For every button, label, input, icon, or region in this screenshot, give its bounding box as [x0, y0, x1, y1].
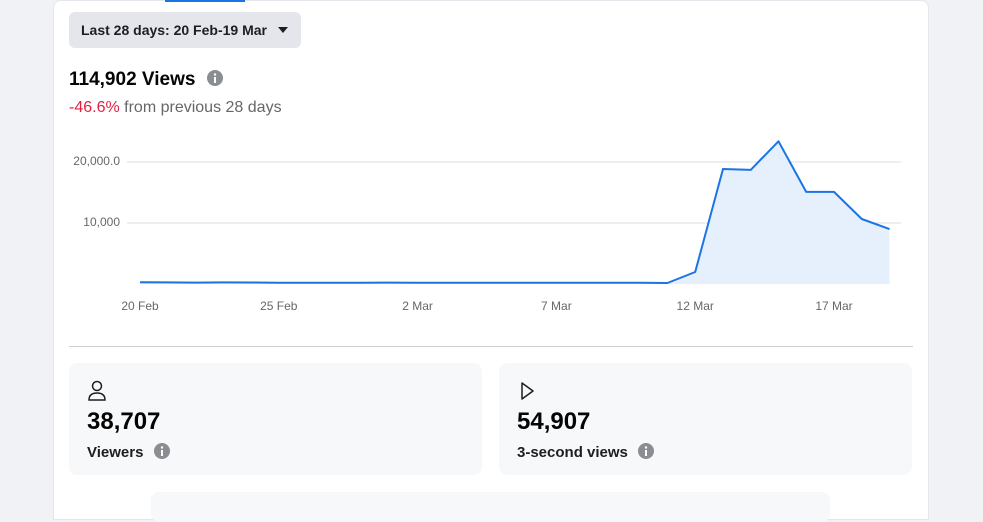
x-tick-label: 20 Feb: [121, 299, 159, 313]
x-tick-label: 7 Mar: [541, 299, 572, 313]
y-tick-label: 20,000.0: [73, 154, 120, 168]
stat-value: 38,707: [87, 408, 161, 435]
views-chart: 10,000 20,000.0 20 Feb 25 Feb 2 Mar 7 Mar 12 M…: [73, 140, 901, 313]
date-range-label: Last 28 days: 20 Feb-19 Mar: [81, 22, 267, 38]
stat-label-row: Viewers: [87, 443, 170, 461]
info-icon[interactable]: [638, 443, 655, 459]
y-tick-label: 10,000: [83, 215, 120, 229]
change-comparison: from previous 28 days: [124, 99, 282, 116]
stat-label-row: 3-second views: [517, 443, 655, 461]
x-tick-label: 12 Mar: [677, 299, 714, 313]
x-tick-label: 2 Mar: [402, 299, 433, 313]
line: [139, 140, 890, 284]
stat-value: 54,907: [517, 408, 591, 435]
total-views-text: 114,902 Views: [69, 69, 196, 90]
divider: [69, 346, 913, 347]
info-icon[interactable]: [153, 443, 170, 459]
change-row: -46.6% from previous 28 days: [69, 99, 282, 117]
next-card: [151, 492, 830, 522]
area-fill: [140, 141, 890, 284]
three-second-views-card: 54,907 3-second views: [499, 363, 912, 475]
info-icon[interactable]: [206, 70, 223, 86]
x-tick-label: 25 Feb: [260, 299, 298, 313]
viewers-card: 38,707 Viewers: [69, 363, 482, 475]
date-range-button[interactable]: Last 28 days: 20 Feb-19 Mar: [69, 12, 301, 48]
page: Last 28 days: 20 Feb-19 Mar 114,902 View…: [53, 0, 929, 520]
play-icon: [521, 382, 534, 400]
person-icon: [88, 380, 106, 401]
stat-label: Viewers: [87, 444, 144, 461]
tab-indicator: [165, 0, 245, 2]
total-views: 114,902 Views: [69, 69, 223, 91]
change-value: -46.6%: [69, 99, 120, 116]
stat-label: 3-second views: [517, 444, 628, 461]
x-tick-label: 17 Mar: [815, 299, 852, 313]
dropdown-arrow: [277, 27, 288, 33]
